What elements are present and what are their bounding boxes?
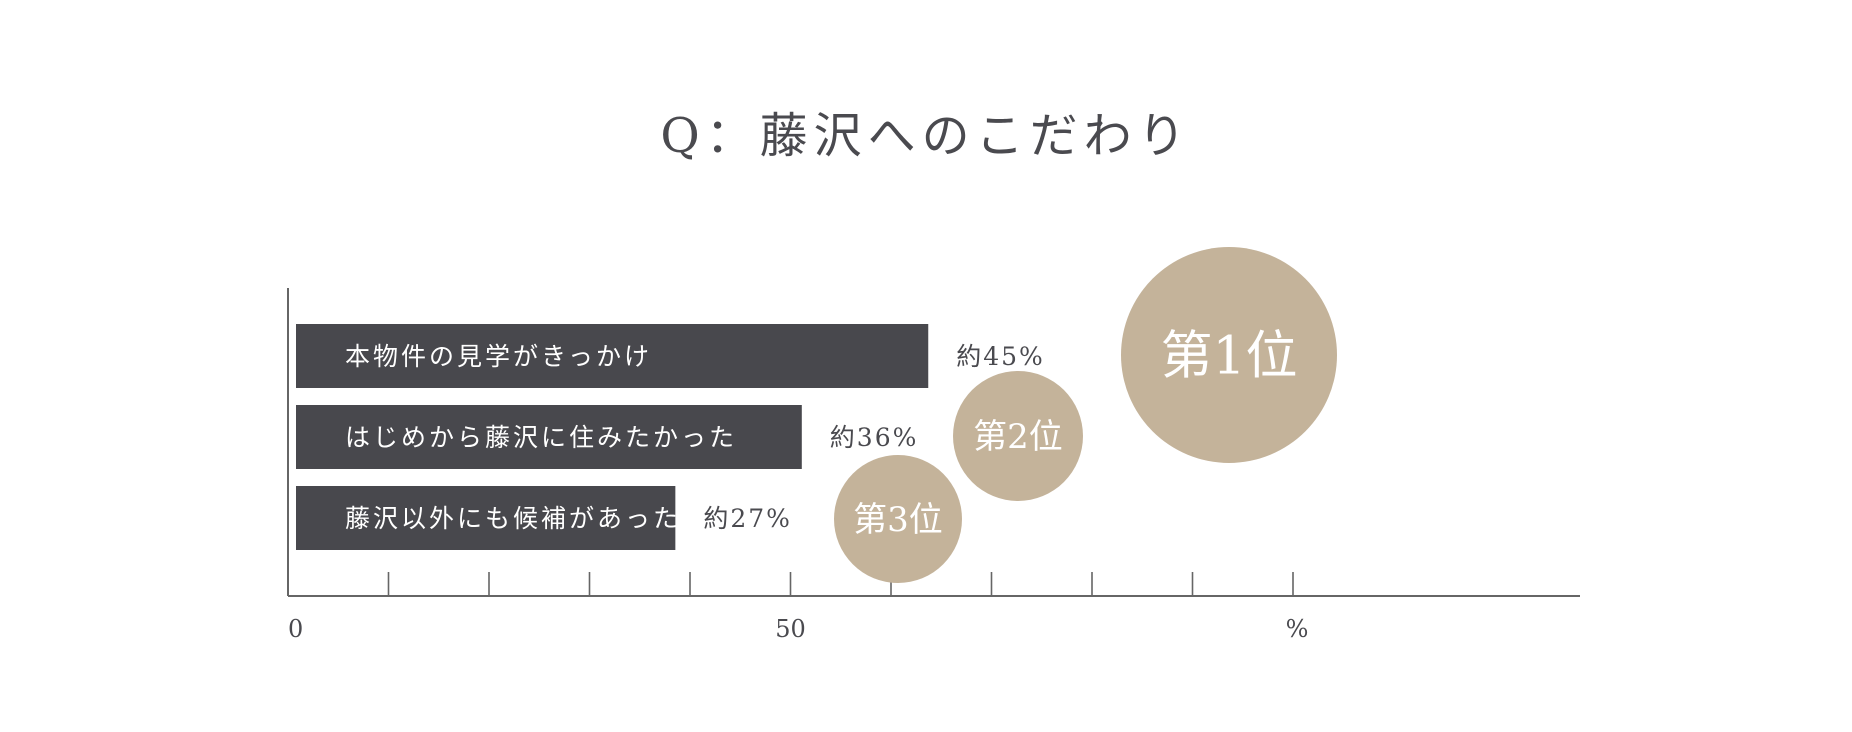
x-tick-label-0: 0 (288, 615, 303, 643)
bar-2 (296, 405, 802, 469)
rank-badge-2 (953, 371, 1083, 501)
bar-category-label-1: 本物件の見学がきっかけ (345, 342, 652, 371)
rank-label-1: 第1位 (1160, 327, 1297, 387)
bar-category-label-2: はじめから藤沢に住みたかった (345, 423, 737, 452)
rank-badge-1 (1121, 247, 1337, 463)
bar-3 (296, 486, 676, 550)
chart-title: Q：藤沢へのこだわり (660, 108, 1192, 164)
x-tick-label-50: 50 (775, 615, 806, 643)
bar-value-label-2: 約36% (830, 423, 919, 452)
bar-value-label-1: 約45% (956, 342, 1045, 371)
bar-value-label-3: 約27% (703, 504, 792, 533)
x-unit-label: % (1286, 615, 1309, 643)
bar-1 (296, 324, 929, 388)
rank-label-3: 第3位 (853, 500, 943, 540)
bar-category-label-3: 藤沢以外にも候補があった (345, 504, 681, 533)
rank-badge-3 (834, 455, 962, 583)
rank-label-2: 第2位 (973, 417, 1063, 457)
